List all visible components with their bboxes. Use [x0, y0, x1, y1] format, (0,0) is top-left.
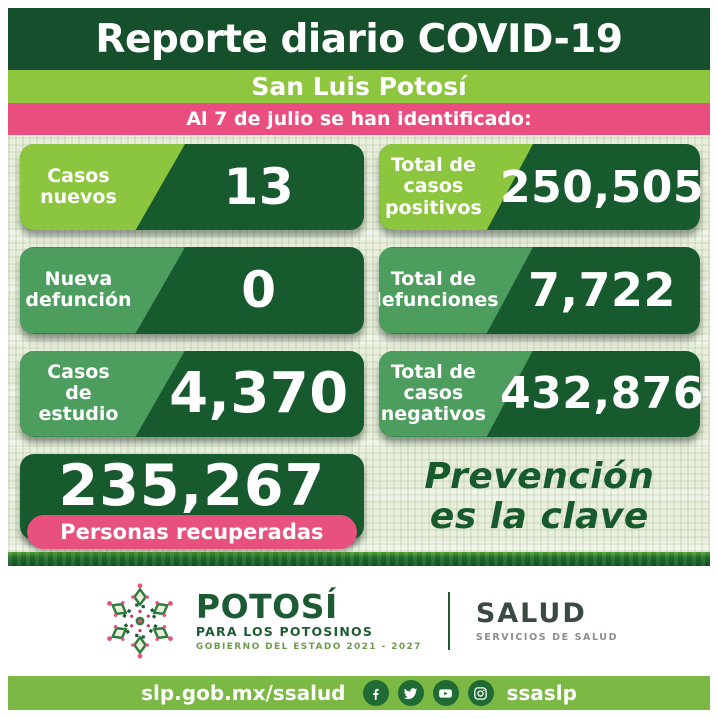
- salud-tagline: SERVICIOS DE SALUD: [475, 631, 619, 643]
- stat-card-total-defunciones: Total de defunciones 7,722: [378, 247, 700, 334]
- page-title: Reporte diario COVID-19: [95, 16, 623, 62]
- stat-label: Nueva defunción: [20, 247, 185, 334]
- stats-grid: Casos nuevos 13 Total de casos positivos…: [8, 135, 710, 552]
- stat-card-casos-estudio: Casos de estudio 4,370: [20, 350, 364, 437]
- stat-card-nueva-defuncion: Nueva defunción 0: [20, 247, 364, 334]
- stat-label: Casos nuevos: [20, 144, 185, 231]
- stat-card-total-positivos: Total de casos positivos 250,505: [378, 144, 703, 231]
- stat-label-text: Total de casos negativos: [380, 360, 486, 426]
- stat-value: 250,505: [500, 144, 703, 230]
- salud-logo-text: SALUD: [475, 597, 587, 629]
- decorative-strip: [8, 552, 710, 566]
- potosi-government-line: GOBIERNO DEL ESTADO 2021 - 2027: [195, 642, 422, 653]
- stat-label-text: Total de casos positivos: [384, 154, 482, 219]
- stat-card-casos-nuevos: Casos nuevos 13: [20, 144, 364, 231]
- youtube-icon: [432, 680, 459, 706]
- recovered-pill: Personas recuperadas: [26, 515, 357, 549]
- salud-logo-block: SALUD SERVICIOS DE SALUD: [476, 600, 618, 643]
- twitter-icon: [397, 680, 424, 706]
- stat-value: 7,722: [510, 247, 693, 333]
- stat-value: 0: [161, 247, 357, 333]
- stat-card-total-negativos: Total de casos negativos 432,876: [378, 350, 703, 437]
- stat-label-text: Casos de estudio: [38, 360, 119, 426]
- header-band: Reporte diario COVID-19: [8, 8, 710, 70]
- prevention-slogan: Prevención es la clave: [379, 454, 700, 540]
- recovered-value: 235,267: [20, 452, 364, 519]
- prevention-line2: es la clave: [429, 495, 649, 537]
- stat-value-text: 13: [223, 158, 295, 217]
- stat-label-text: Nueva defunción: [25, 268, 132, 312]
- logo-divider: [447, 592, 450, 650]
- stat-value: 13: [161, 144, 357, 230]
- date-banner: Al 7 de julio se han identificado:: [8, 103, 710, 135]
- stat-value-text: 432,876: [500, 368, 704, 420]
- recovered-label-text: Personas recuperadas: [60, 520, 324, 544]
- instagram-icon: [467, 680, 494, 706]
- date-banner-text: Al 7 de julio se han identificado:: [186, 108, 532, 130]
- recovered-value-text: 235,267: [58, 452, 326, 519]
- stat-label: Total de casos positivos: [378, 144, 533, 231]
- website-url: slp.gob.mx/ssalud: [141, 681, 346, 705]
- potosi-emblem-icon: [102, 583, 177, 659]
- stat-label-text: Casos nuevos: [40, 164, 117, 209]
- subheader-band: San Luis Potosí: [8, 70, 710, 103]
- stat-value-text: 0: [241, 261, 277, 320]
- potosi-logo-block: POTOSÍ PARA LOS POTOSINOS GOBIERNO DEL E…: [196, 590, 422, 653]
- stat-value-text: 250,505: [500, 161, 704, 213]
- stat-label: Casos de estudio: [20, 350, 185, 437]
- state-name: San Luis Potosí: [251, 72, 467, 101]
- stat-value: 432,876: [500, 351, 703, 437]
- footer-logos: POTOSÍ PARA LOS POTOSINOS GOBIERNO DEL E…: [8, 566, 710, 676]
- recovered-card: 235,267 Personas recuperadas: [20, 452, 364, 549]
- social-handle: ssaslp: [506, 681, 577, 705]
- covid-report-poster: Reporte diario COVID-19 San Luis Potosí …: [8, 8, 710, 710]
- potosi-logo-text: POTOSÍ: [195, 586, 338, 626]
- potosi-tagline: PARA LOS POTOSINOS: [195, 623, 374, 639]
- stat-value: 4,370: [161, 351, 357, 437]
- bottom-bar: slp.gob.mx/ssalud ssaslp: [8, 676, 710, 710]
- stat-value-text: 7,722: [527, 263, 676, 318]
- facebook-icon: [362, 680, 389, 706]
- stat-label-text: Total de defunciones: [368, 268, 499, 312]
- stat-value-text: 4,370: [169, 361, 349, 427]
- prevention-line1: Prevención: [424, 455, 655, 497]
